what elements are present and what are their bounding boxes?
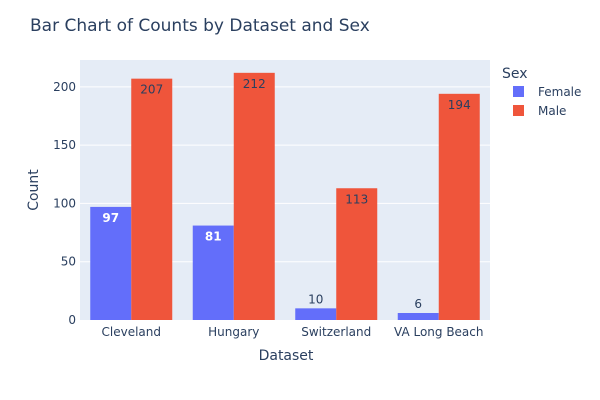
- bar-female[interactable]: [295, 308, 337, 320]
- bar-value-label: 10: [308, 292, 323, 306]
- bar-male[interactable]: [233, 72, 275, 321]
- y-tick-label: 200: [53, 80, 76, 94]
- bar-female[interactable]: [90, 206, 132, 320]
- x-axis-ticks: Cleveland Hungary Switzerland VA Long Beach: [102, 325, 484, 339]
- bar-female[interactable]: [192, 225, 234, 320]
- legend-item-male[interactable]: Male: [538, 104, 566, 118]
- bar-value-label: 194: [448, 98, 471, 112]
- x-tick-label: Hungary: [208, 325, 259, 339]
- legend-item-female[interactable]: Female: [538, 85, 581, 99]
- legend-title: Sex: [502, 66, 528, 82]
- y-tick-label: 0: [68, 313, 76, 327]
- x-tick-label: Cleveland: [102, 325, 162, 339]
- chart-title: Bar Chart of Counts by Dataset and Sex: [30, 16, 370, 36]
- x-axis-label: Dataset: [259, 348, 314, 364]
- bar-male[interactable]: [336, 188, 378, 320]
- bar-value-label: 212: [243, 77, 266, 91]
- y-tick-label: 150: [53, 138, 76, 152]
- x-tick-label: Switzerland: [301, 325, 371, 339]
- bar-male[interactable]: [131, 78, 173, 320]
- y-tick-label: 50: [61, 255, 76, 269]
- bar-value-label: 113: [345, 192, 368, 206]
- y-axis-ticks: 0 50 100 150 200: [53, 80, 76, 327]
- y-axis-label: Count: [26, 169, 42, 211]
- bar-labels: 97 207 81 212 10 113 6 194: [102, 77, 470, 311]
- legend[interactable]: Sex Female Male: [502, 66, 581, 118]
- y-tick-label: 100: [53, 196, 76, 210]
- legend-swatch-female: [513, 86, 524, 97]
- bar-value-label: 6: [414, 297, 422, 311]
- bar-value-label: 207: [140, 83, 163, 97]
- x-tick-label: VA Long Beach: [394, 325, 484, 339]
- bar-male[interactable]: [438, 93, 480, 320]
- legend-swatch-male: [513, 105, 524, 116]
- bar-female[interactable]: [397, 313, 439, 320]
- bar-value-label: 97: [102, 211, 119, 225]
- bars: [90, 72, 480, 321]
- bar-value-label: 81: [205, 230, 222, 244]
